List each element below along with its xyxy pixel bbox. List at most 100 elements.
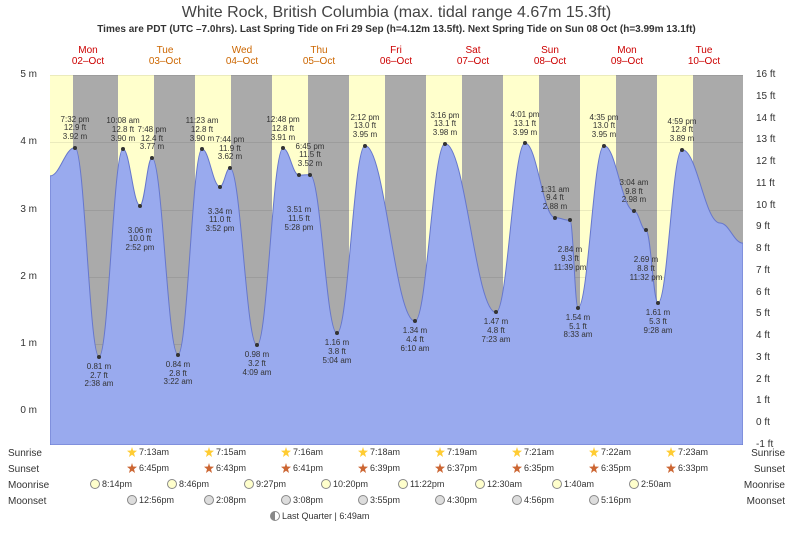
tide-curve-svg [50,75,743,445]
date-label: Fri06–Oct [380,45,412,67]
plot-area: Mon02–Oct Tue03–Oct Wed04–Oct Thu05–Oct Fri0… [50,45,743,445]
tide-peak-dot [228,166,232,170]
y-tick-ft: 9 ft [756,221,770,232]
sunset-label: Sunset [0,464,60,475]
y-tick-ft: 2 ft [756,374,770,385]
y-tick-m: 1 m [20,338,37,349]
moonset-time: 12:56pm [127,495,174,505]
tide-chart: White Rock, British Columbia (max. tidal… [0,0,793,539]
tide-peak-dot [255,343,259,347]
sunrise-time: 7:15am [204,447,246,457]
sunset-time: 6:35pm [589,463,631,473]
sunrise-time: 7:18am [358,447,400,457]
date-label: Tue03–Oct [149,45,181,67]
y-tick-ft: 11 ft [756,178,775,189]
sunrise-label-right: Sunrise [733,448,793,459]
moonset-time: 4:56pm [512,495,554,505]
sun-moon-table: Sunrise Sunrise Sunset Sunset Moonrise M… [0,445,793,509]
tide-area-path [50,143,743,445]
date-label: Sun08–Oct [534,45,566,67]
moonrise-time: 1:40am [552,479,594,489]
date-label: Thu05–Oct [303,45,335,67]
moonset-time: 2:08pm [204,495,246,505]
date-label: Tue10–Oct [688,45,720,67]
y-tick-ft: 5 ft [756,308,770,319]
tide-peak-dot [553,216,557,220]
y-tick-m: 3 m [20,204,37,215]
tide-peak-dot [121,147,125,151]
y-tick-ft: 13 ft [756,134,775,145]
y-tick-m: 2 m [20,271,37,282]
tide-peak-dot [297,173,301,177]
moonrise-time: 8:46pm [167,479,209,489]
y-tick-ft: 0 ft [756,417,770,428]
date-label: Mon02–Oct [72,45,104,67]
sunrise-time: 7:23am [666,447,708,457]
y-tick-m: 5 m [20,69,37,80]
tide-peak-dot [200,147,204,151]
last-quarter-label: Last Quarter | 6:49am [270,511,369,521]
sunset-time: 6:37pm [435,463,477,473]
tide-peak-dot [568,218,572,222]
sunrise-time: 7:13am [127,447,169,457]
sunset-time: 6:39pm [358,463,400,473]
y-tick-ft: 1 ft [756,395,770,406]
y-tick-ft: 14 ft [756,113,775,124]
y-tick-ft: 16 ft [756,69,775,80]
tide-peak-dot [602,144,606,148]
sunset-time: 6:45pm [127,463,169,473]
last-quarter-text: Last Quarter | 6:49am [282,511,369,521]
y-axis-feet: -1 ft0 ft1 ft2 ft3 ft4 ft5 ft6 ft7 ft8 f… [748,45,793,445]
tide-peak-dot [413,319,417,323]
sunrise-time: 7:19am [435,447,477,457]
moonrise-time: 11:22pm [398,479,444,489]
moonrise-time: 2:50am [629,479,671,489]
y-tick-ft: 3 ft [756,352,770,363]
sunset-time: 6:43pm [204,463,246,473]
sunrise-time: 7:21am [512,447,554,457]
moonset-time: 4:30pm [435,495,477,505]
moonset-label: Moonset [0,496,60,507]
chart-title: White Rock, British Columbia (max. tidal… [0,0,793,22]
moonrise-label: Moonrise [0,480,60,491]
date-label: Wed04–Oct [226,45,258,67]
sunrise-time: 7:16am [281,447,323,457]
tide-peak-dot [576,306,580,310]
sunset-time: 6:41pm [281,463,323,473]
moonset-time: 3:55pm [358,495,400,505]
tide-peak-dot [73,146,77,150]
tide-peak-dot [218,185,222,189]
moonrise-time: 12:30am [475,479,522,489]
sunset-label-right: Sunset [733,464,793,475]
sunrise-time: 7:22am [589,447,631,457]
moonset-time: 5:16pm [589,495,631,505]
y-tick-ft: 7 ft [756,265,770,276]
moonrise-time: 8:14pm [90,479,132,489]
tide-peak-dot [656,301,660,305]
tide-peak-dot [150,156,154,160]
tide-peak-dot [97,355,101,359]
tide-peak-dot [632,209,636,213]
date-label: Sat07–Oct [457,45,489,67]
y-tick-ft: 10 ft [756,200,775,211]
tide-peak-dot [281,146,285,150]
chart-subtitle: Times are PDT (UTC –7.0hrs). Last Spring… [0,22,793,35]
tide-peak-dot [644,228,648,232]
tide-peak-dot [494,310,498,314]
tide-peak-dot [176,353,180,357]
moonset-time: 3:08pm [281,495,323,505]
y-tick-m: 0 m [20,405,37,416]
moonrise-label-right: Moonrise [733,480,793,491]
sunrise-label: Sunrise [0,448,60,459]
moonrise-time: 9:27pm [244,479,286,489]
tide-peak-dot [443,142,447,146]
tide-peak-dot [138,204,142,208]
date-label: Mon09–Oct [611,45,643,67]
sunset-time: 6:33pm [666,463,708,473]
y-tick-m: 4 m [20,136,37,147]
moonrise-time: 10:20pm [321,479,368,489]
tide-peak-dot [335,331,339,335]
tide-peak-dot [308,173,312,177]
y-tick-ft: 4 ft [756,330,770,341]
tide-peak-dot [680,148,684,152]
